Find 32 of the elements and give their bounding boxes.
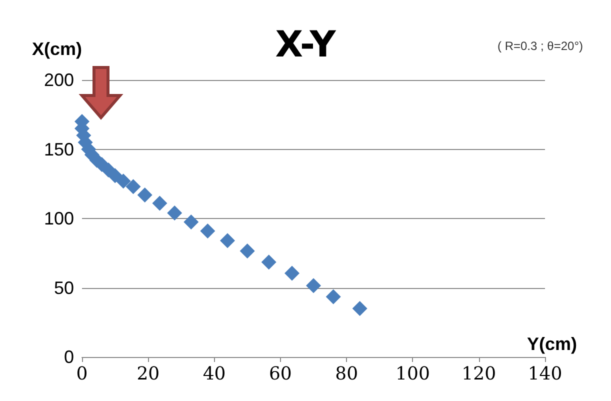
point bbox=[220, 233, 236, 248]
point bbox=[200, 223, 216, 238]
point bbox=[108, 168, 123, 184]
point bbox=[167, 205, 182, 220]
point bbox=[137, 187, 152, 202]
point bbox=[261, 254, 276, 270]
x-tick-label: 120 bbox=[462, 364, 496, 384]
x-axis-title: Y(cm) bbox=[527, 334, 578, 354]
point bbox=[152, 196, 168, 211]
text: ( R=0.3 ; θ=20°) bbox=[497, 39, 584, 53]
point bbox=[326, 289, 341, 304]
x-tick-label: 0 bbox=[76, 364, 88, 384]
x-tick-label: 40 bbox=[202, 364, 226, 384]
y-tick-label: 0 bbox=[64, 347, 74, 367]
x-tick-label: 100 bbox=[396, 364, 430, 384]
y-axis-title: X(cm) bbox=[32, 39, 82, 59]
x-tick-label: 60 bbox=[268, 364, 292, 384]
point bbox=[184, 214, 199, 230]
point bbox=[352, 301, 368, 316]
point bbox=[284, 266, 300, 281]
point bbox=[306, 278, 321, 294]
point bbox=[240, 244, 255, 259]
y-tick-label: 100 bbox=[44, 208, 74, 228]
y-tick-label: 150 bbox=[44, 139, 74, 160]
chart-title: X-Y bbox=[275, 24, 337, 66]
x-tick-label: 140 bbox=[528, 364, 562, 384]
x-tick-label: 80 bbox=[335, 364, 358, 384]
y-tick-label: 50 bbox=[54, 278, 74, 298]
point bbox=[116, 174, 131, 189]
point bbox=[126, 179, 141, 194]
y-tick-label: 200 bbox=[44, 70, 74, 90]
x-tick-label: 20 bbox=[136, 364, 160, 384]
